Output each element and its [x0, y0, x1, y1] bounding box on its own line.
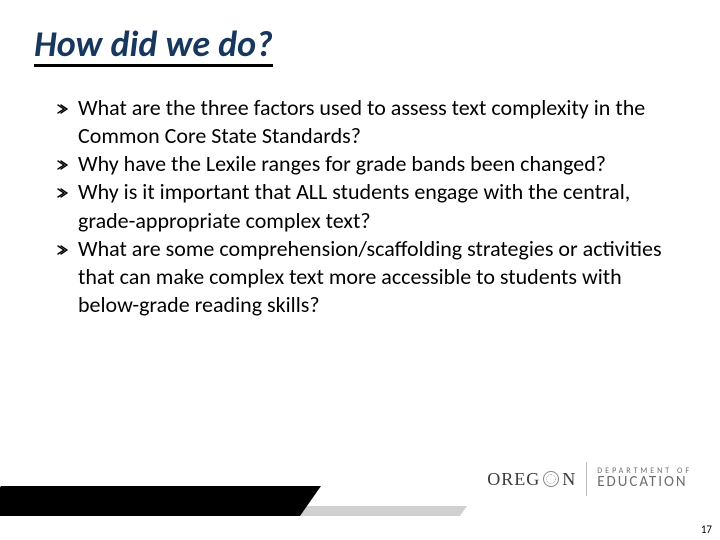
list-item: What are some comprehension/scaffolding … [56, 235, 670, 319]
list-item: Why have the Lexile ranges for grade ban… [56, 150, 670, 178]
department-label: DEPARTMENT OF EDUCATION [597, 467, 692, 491]
dept-line2: EDUCATION [597, 475, 692, 491]
logo-divider [586, 462, 587, 496]
slide-title: How did we do? [34, 22, 273, 67]
oregon-suffix: N [562, 469, 576, 490]
bullet-text: Why have the Lexile ranges for grade ban… [78, 150, 670, 178]
slide: How did we do? What are the three factor… [0, 0, 720, 540]
bullet-text: Why is it important that ALL students en… [78, 178, 670, 234]
wedge-dark [0, 486, 321, 516]
list-item: What are the three factors used to asses… [56, 94, 670, 150]
bullet-text: What are some comprehension/scaffolding … [78, 235, 670, 319]
list-item: Why is it important that ALL students en… [56, 178, 670, 234]
bullet-icon [56, 150, 78, 171]
slide-title-text: How did we do? [34, 26, 273, 67]
bullet-icon [56, 178, 78, 199]
state-seal-icon [543, 471, 559, 487]
oregon-wordmark: OREG N [487, 469, 576, 490]
bullet-list: What are the three factors used to asses… [56, 94, 670, 319]
footer-graphic: OREG N DEPARTMENT OF EDUCATION [0, 444, 720, 516]
bullet-text: What are the three factors used to asses… [78, 94, 670, 150]
oregon-doe-logo: OREG N DEPARTMENT OF EDUCATION [487, 462, 692, 496]
oregon-prefix: OREG [487, 469, 540, 490]
bullet-icon [56, 235, 78, 256]
bullet-icon [56, 94, 78, 115]
page-number: 17 [701, 523, 712, 536]
